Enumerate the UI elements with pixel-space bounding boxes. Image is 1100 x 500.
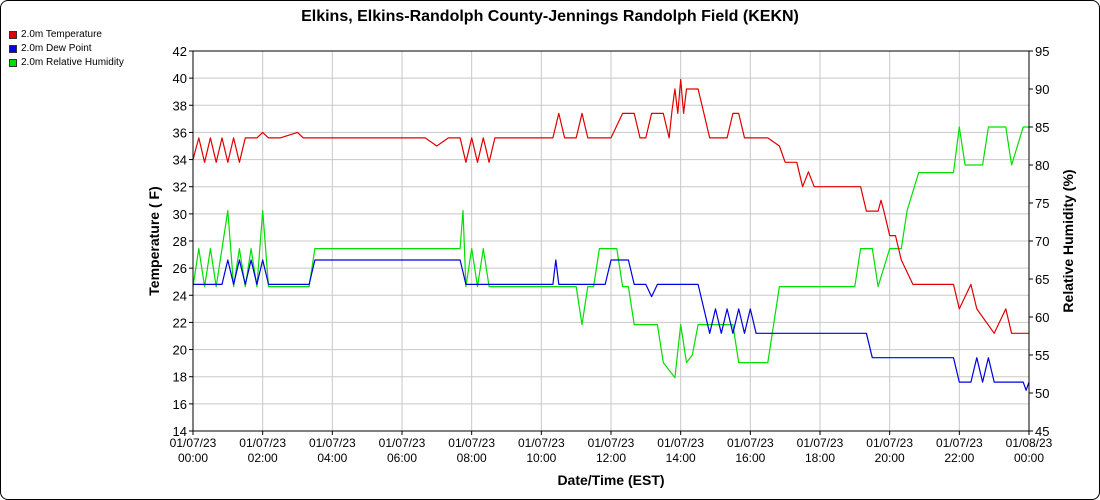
tick-label-y-left: 38 bbox=[173, 98, 187, 113]
tick-label-x-time: 22:00 bbox=[944, 451, 974, 465]
tick-label-y-right: 85 bbox=[1035, 120, 1049, 135]
tick-label-x-date: 01/07/23 bbox=[309, 436, 356, 450]
tick-label-x-time: 08:00 bbox=[457, 451, 487, 465]
tick-label-x-date: 01/07/23 bbox=[797, 436, 844, 450]
tick-label-y-left: 14 bbox=[173, 424, 187, 439]
legend-item-dew-point: 2.0m Dew Point bbox=[9, 42, 124, 56]
tick-label-y-left: 28 bbox=[173, 234, 187, 249]
tick-label-y-right: 65 bbox=[1035, 272, 1049, 287]
tick-label-x-date: 01/07/23 bbox=[448, 436, 495, 450]
legend-label-temperature: 2.0m Temperature bbox=[21, 29, 102, 40]
tick-label-y-left: 20 bbox=[173, 343, 187, 358]
tick-label-y-left: 18 bbox=[173, 370, 187, 385]
tick-label-y-left: 36 bbox=[173, 125, 187, 140]
y-axis-title-right: Relative Humidity (%) bbox=[1060, 169, 1076, 312]
tick-label-y-right: 50 bbox=[1035, 386, 1049, 401]
tick-label-y-right: 80 bbox=[1035, 158, 1049, 173]
tick-label-x-time: 04:00 bbox=[317, 451, 347, 465]
tick-label-y-left: 34 bbox=[173, 153, 187, 168]
series-line-2-0m-dew-point bbox=[193, 259, 1030, 391]
tick-label-y-left: 16 bbox=[173, 397, 187, 412]
y-axis-title-left: Temperature ( F) bbox=[146, 186, 162, 295]
tick-label-x-time: 18:00 bbox=[805, 451, 835, 465]
tick-marks bbox=[189, 50, 1033, 435]
tick-label-x-time: 00:00 bbox=[1014, 451, 1044, 465]
series-line-2-0m-temperature bbox=[192, 78, 1029, 334]
tick-label-x-time: 16:00 bbox=[735, 451, 765, 465]
tick-label-x-time: 02:00 bbox=[248, 451, 278, 465]
tick-label-y-right: 55 bbox=[1035, 348, 1049, 363]
tick-label-x-date: 01/07/23 bbox=[936, 436, 983, 450]
tick-label-x-time: 06:00 bbox=[387, 451, 417, 465]
tick-label-y-left: 26 bbox=[173, 261, 187, 276]
tick-label-x-date: 01/07/23 bbox=[866, 436, 913, 450]
legend: 2.0m Temperature 2.0m Dew Point 2.0m Rel… bbox=[9, 28, 124, 70]
tick-label-x-time: 00:00 bbox=[178, 451, 208, 465]
tick-label-x-date: 01/08/23 bbox=[1006, 436, 1053, 450]
tick-label-y-right: 45 bbox=[1035, 424, 1049, 439]
legend-item-temperature: 2.0m Temperature bbox=[9, 28, 124, 42]
tick-labels: 14 16 18 20 22 24 26 28 30 32 34 36 38 40 42 45 50 55 60 65… bbox=[170, 44, 1053, 465]
legend-label-relative-humidity: 2.0m Relative Humidity bbox=[21, 57, 124, 68]
tick-label-y-left: 40 bbox=[173, 71, 187, 86]
legend-item-relative-humidity: 2.0m Relative Humidity bbox=[9, 56, 124, 70]
tick-label-x-date: 01/07/23 bbox=[239, 436, 286, 450]
tick-label-x-date: 01/07/23 bbox=[657, 436, 704, 450]
legend-swatch-temperature bbox=[9, 31, 17, 39]
tick-label-x-time: 20:00 bbox=[875, 451, 905, 465]
tick-label-x-time: 14:00 bbox=[666, 451, 696, 465]
tick-label-x-time: 12:00 bbox=[596, 451, 626, 465]
tick-label-y-right: 90 bbox=[1035, 82, 1049, 97]
tick-label-x-date: 01/07/23 bbox=[170, 436, 217, 450]
legend-swatch-dew-point bbox=[9, 45, 17, 53]
series-layer bbox=[192, 78, 1030, 391]
chart-title: Elkins, Elkins-Randolph County-Jennings … bbox=[301, 8, 799, 25]
legend-swatch-relative-humidity bbox=[9, 59, 17, 67]
tick-label-y-left: 22 bbox=[173, 315, 187, 330]
tick-label-x-date: 01/07/23 bbox=[588, 436, 635, 450]
tick-label-y-left: 32 bbox=[173, 180, 187, 195]
tick-label-y-left: 30 bbox=[173, 207, 187, 222]
tick-label-y-right: 70 bbox=[1035, 234, 1049, 249]
tick-label-x-date: 01/07/23 bbox=[727, 436, 774, 450]
legend-label-dew-point: 2.0m Dew Point bbox=[21, 43, 92, 54]
tick-label-x-date: 01/07/23 bbox=[518, 436, 565, 450]
tick-label-y-left: 42 bbox=[173, 44, 187, 59]
tick-label-x-date: 01/07/23 bbox=[379, 436, 426, 450]
tick-label-x-time: 10:00 bbox=[526, 451, 556, 465]
tick-label-y-right: 75 bbox=[1035, 196, 1049, 211]
x-axis-title: Date/Time (EST) bbox=[557, 472, 664, 488]
tick-label-y-right: 60 bbox=[1035, 310, 1049, 325]
tick-label-y-right: 95 bbox=[1035, 44, 1049, 59]
tick-label-y-left: 24 bbox=[173, 288, 187, 303]
